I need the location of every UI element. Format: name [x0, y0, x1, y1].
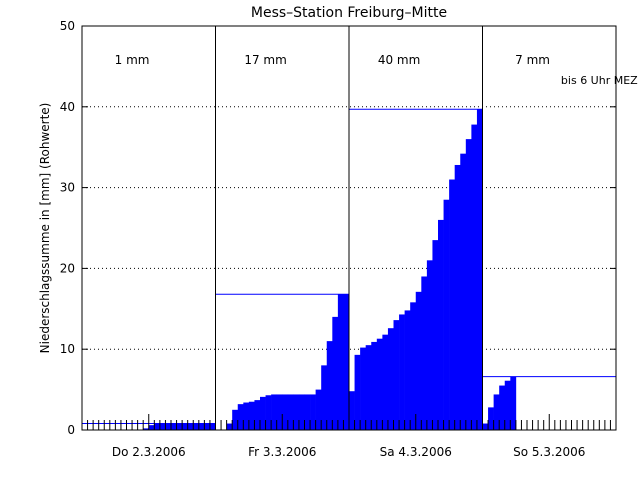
y-tick-label: 50 [60, 19, 75, 33]
bar [488, 407, 494, 430]
bar [354, 354, 361, 430]
bar [337, 294, 344, 430]
x-day-label: Sa 4.3.2006 [380, 445, 452, 459]
y-tick-label: 10 [60, 342, 75, 356]
bar [326, 341, 333, 430]
bar [271, 394, 277, 430]
x-day-label: So 5.3.2006 [513, 445, 585, 459]
day-total-label: 40 mm [378, 53, 420, 67]
bar [415, 291, 422, 430]
grid-lines [82, 106, 616, 350]
bar [265, 395, 272, 430]
bar [243, 402, 250, 430]
bar [248, 401, 255, 430]
bar [421, 276, 428, 430]
x-day-label: Fr 3.3.2006 [248, 445, 316, 459]
bar [510, 376, 517, 430]
bar [315, 389, 322, 430]
axes [81, 25, 617, 431]
day-total-label: 1 mm [115, 53, 150, 67]
bar [493, 394, 500, 430]
bar [154, 423, 161, 430]
bar [376, 338, 383, 430]
bar [432, 240, 439, 430]
bar [332, 316, 339, 430]
bar [465, 139, 472, 430]
bar [399, 314, 405, 430]
labels-layer: 0 10 20 30 40 50 Do 2.3.2006 1 mm Fr 3.3.2006 17 … [60, 19, 638, 459]
bar [182, 423, 188, 430]
y-tick-label: 40 [60, 100, 75, 114]
bar [287, 394, 294, 430]
day-total-label: 7 mm [515, 53, 550, 67]
bar [454, 164, 461, 430]
bar [237, 404, 244, 430]
bar [460, 153, 467, 430]
bar [159, 423, 166, 430]
bar [438, 219, 444, 430]
bar [371, 341, 378, 430]
bar [443, 199, 450, 430]
bar [165, 423, 172, 430]
bar [349, 391, 355, 430]
bar [298, 394, 305, 430]
y-tick-label: 20 [60, 261, 75, 275]
bar [387, 328, 394, 430]
day-note: bis 6 Uhr MEZ [561, 74, 638, 87]
bar [410, 302, 417, 430]
bar [198, 423, 205, 430]
bar [187, 423, 194, 430]
bar [260, 396, 266, 430]
bar [393, 320, 400, 430]
x-day-label: Do 2.3.2006 [112, 445, 186, 459]
bar [426, 260, 433, 430]
bar [304, 394, 311, 430]
bar [193, 423, 200, 430]
bar [209, 423, 216, 430]
chart-title: Mess–Station Freiburg–Mitte [251, 5, 447, 21]
bar [143, 428, 150, 430]
bars-layer [143, 109, 517, 431]
plot-frame [81, 25, 617, 431]
bar [482, 423, 489, 430]
bar [476, 109, 483, 430]
bar [310, 394, 316, 430]
bar [360, 347, 366, 430]
bar [404, 310, 411, 430]
bar [171, 423, 177, 430]
bar [226, 423, 233, 430]
y-axis-label: Niederschlagssumme in [mm] (Rohwerte) [38, 103, 52, 354]
bar [254, 400, 261, 430]
bar [276, 394, 283, 430]
bar [321, 365, 328, 430]
day-total-label: 17 mm [244, 53, 286, 67]
bar [176, 423, 183, 430]
bar [499, 385, 506, 430]
bar [382, 334, 389, 430]
bar [343, 294, 350, 430]
bar [471, 124, 478, 431]
bar [449, 179, 455, 430]
y-tick-label: 30 [60, 181, 75, 195]
bar [204, 423, 211, 430]
bar [282, 394, 289, 430]
bar [504, 380, 511, 430]
bar [232, 409, 239, 430]
bar [365, 345, 372, 430]
bar [148, 425, 155, 430]
y-tick-label: 0 [67, 423, 75, 437]
bar [293, 394, 300, 430]
